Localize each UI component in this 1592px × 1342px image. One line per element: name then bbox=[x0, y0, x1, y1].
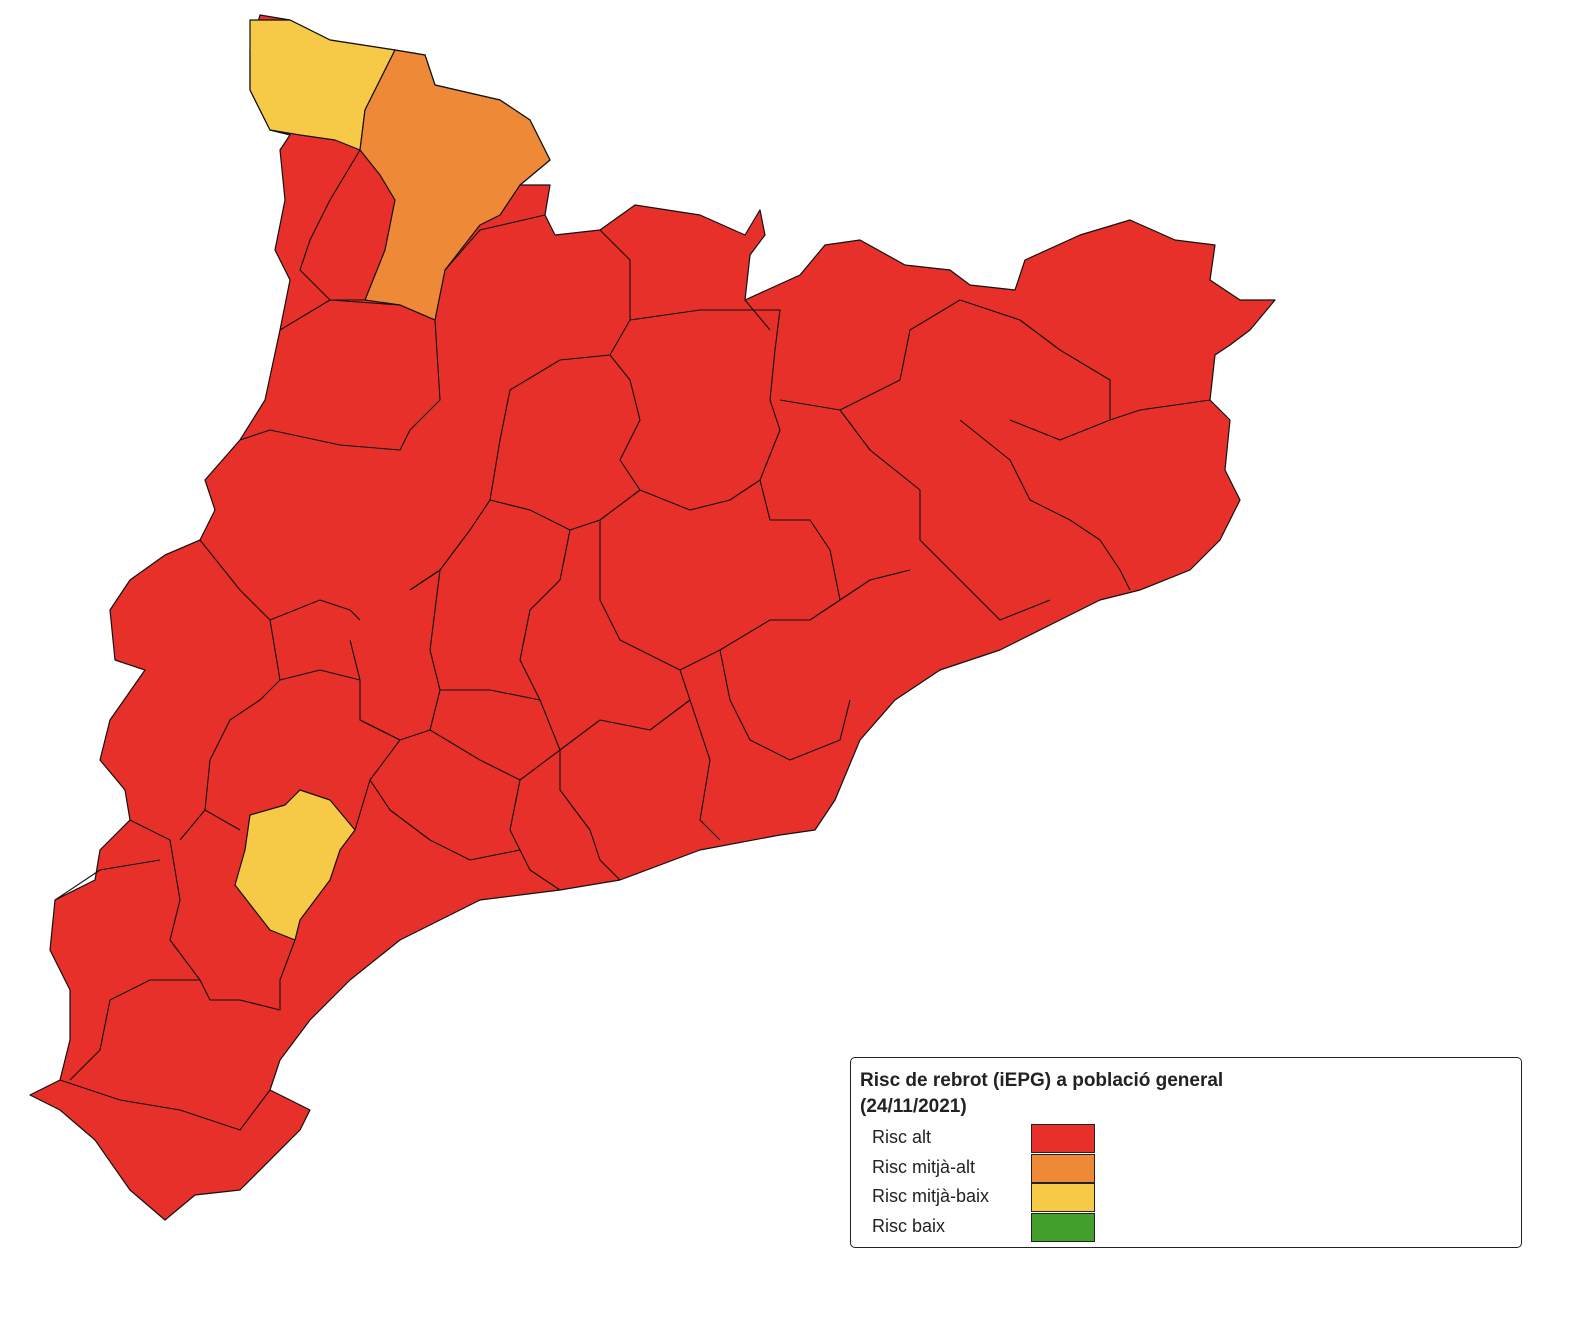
legend-label: Risc mitjà-alt bbox=[872, 1156, 976, 1177]
region bbox=[29, 14, 1276, 1221]
region-borders bbox=[54, 149, 1211, 1131]
legend: Risc de rebrot (iEPG) a població general… bbox=[850, 1057, 1522, 1248]
legend-label: Risc baix bbox=[872, 1215, 946, 1236]
legend-subtitle: (24/11/2021) bbox=[860, 1096, 967, 1117]
legend-swatch bbox=[1031, 1212, 1095, 1242]
legend-swatch bbox=[1031, 1153, 1095, 1183]
legend-title: Risc de rebrot (iEPG) a població general bbox=[860, 1070, 1224, 1091]
legend-swatch bbox=[1031, 1183, 1095, 1212]
legend-swatch bbox=[1031, 1124, 1095, 1153]
legend-label: Risc alt bbox=[872, 1127, 932, 1147]
legend-label: Risc mitjà-baix bbox=[872, 1186, 990, 1206]
